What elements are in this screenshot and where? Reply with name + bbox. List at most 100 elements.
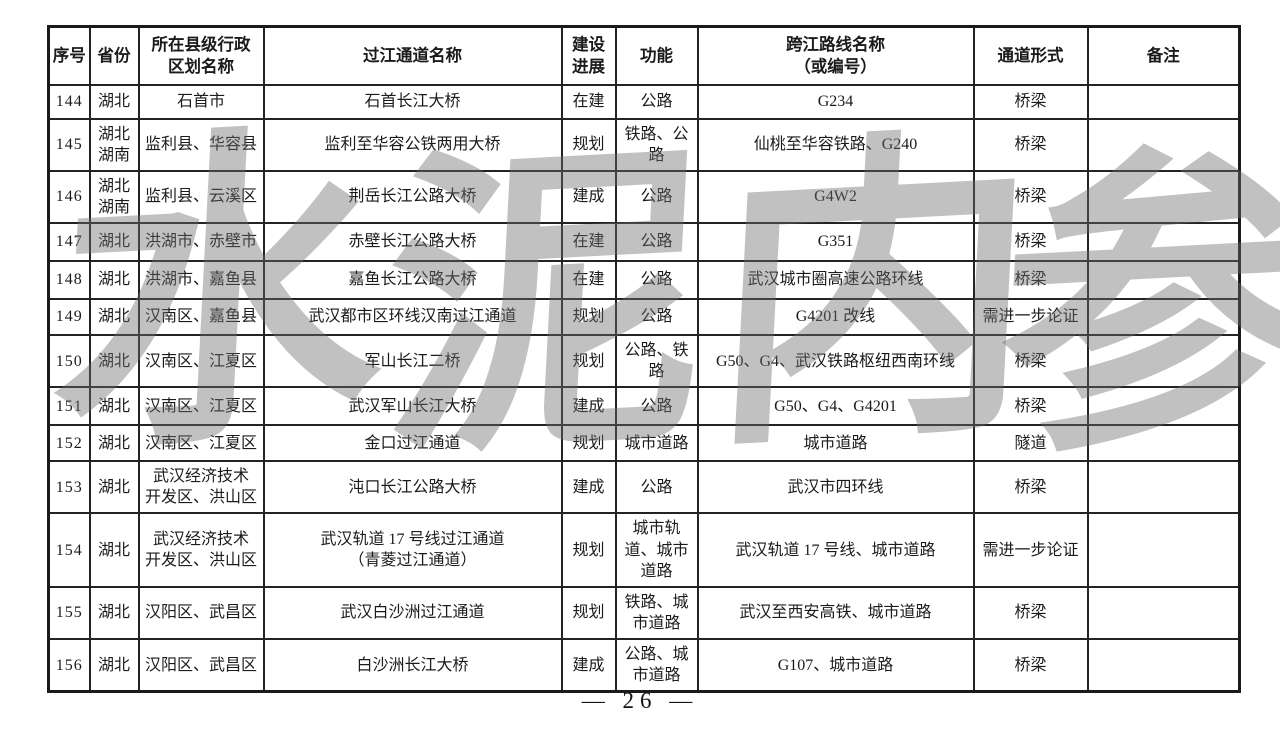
cell-progress: 建成 <box>560 386 617 427</box>
cell-province: 湖北 <box>88 424 140 463</box>
cell-progress: 规划 <box>560 424 617 463</box>
cell-function: 城市轨道、城市道路 <box>614 512 699 588</box>
cell-note <box>1086 297 1241 336</box>
cell-form: 桥梁 <box>972 169 1089 224</box>
col-header-progress: 建设进展 <box>560 25 617 86</box>
cell-name: 沌口长江公路大桥 <box>262 460 563 515</box>
cell-no: 150 <box>47 333 91 389</box>
cell-note <box>1086 460 1241 515</box>
table-row: 156 湖北 汉阳区、武昌区 白沙洲长江大桥 建成 公路、城市道路 G107、城市道路 桥梁 <box>47 637 1241 693</box>
cell-form: 隧道 <box>972 424 1089 463</box>
cell-form: 桥梁 <box>972 259 1089 300</box>
cell-note <box>1086 512 1241 588</box>
cell-province: 湖北 <box>88 637 140 693</box>
page-number: — 26 — <box>581 688 699 713</box>
cell-name: 武汉白沙洲过江通道 <box>262 585 563 640</box>
cell-note <box>1086 585 1241 640</box>
table-row: 154 湖北 武汉经济技术 开发区、洪山区 武汉轨道 17 号线过江通道 （青菱过江通… <box>47 512 1241 588</box>
cell-progress: 建成 <box>560 460 617 515</box>
cell-function: 公路 <box>614 83 699 120</box>
col-header-name: 过江通道名称 <box>262 25 563 86</box>
cell-county: 监利县、云溪区 <box>137 169 265 224</box>
col-header-note: 备注 <box>1086 25 1241 86</box>
cell-county: 洪湖市、赤壁市 <box>137 221 265 262</box>
col-header-form: 通道形式 <box>972 25 1089 86</box>
cell-no: 151 <box>47 386 91 427</box>
cell-form: 桥梁 <box>972 460 1089 515</box>
cell-route: 武汉城市圈高速公路环线 <box>696 259 975 300</box>
cell-route: 城市道路 <box>696 424 975 463</box>
table-row: 145 湖北 湖南 监利县、华容县 监利至华容公铁两用大桥 规划 铁路、公路 仙桃至华容铁路… <box>47 117 1241 172</box>
cell-name: 赤壁长江公路大桥 <box>262 221 563 262</box>
cell-county: 武汉经济技术 开发区、洪山区 <box>137 512 265 588</box>
cell-form: 桥梁 <box>972 117 1089 172</box>
cell-function: 铁路、城市道路 <box>614 585 699 640</box>
col-header-province: 省份 <box>88 25 140 86</box>
cell-name: 武汉轨道 17 号线过江通道 （青菱过江通道） <box>262 512 563 588</box>
cell-no: 154 <box>47 512 91 588</box>
cell-province: 湖北 <box>88 585 140 640</box>
cell-route: G4W2 <box>696 169 975 224</box>
cell-progress: 建成 <box>560 637 617 693</box>
cell-function: 城市道路 <box>614 424 699 463</box>
cell-function: 公路 <box>614 460 699 515</box>
cell-route: 武汉市四环线 <box>696 460 975 515</box>
cell-progress: 在建 <box>560 259 617 300</box>
cell-progress: 规划 <box>560 117 617 172</box>
cell-progress: 规划 <box>560 585 617 640</box>
cell-name: 监利至华容公铁两用大桥 <box>262 117 563 172</box>
cell-name: 金口过江通道 <box>262 424 563 463</box>
table-header-row: 序号 省份 所在县级行政 区划名称 过江通道名称 建设进展 功能 跨江路线名称 （或编号）通… <box>47 25 1241 86</box>
cell-route: G4201 改线 <box>696 297 975 336</box>
cell-note <box>1086 386 1241 427</box>
cell-province: 湖北 <box>88 221 140 262</box>
table-row: 147 湖北 洪湖市、赤壁市 赤壁长江公路大桥 在建 公路 G351 桥梁 <box>47 221 1241 262</box>
cell-function: 公路 <box>614 221 699 262</box>
cell-route: 武汉至西安高铁、城市道路 <box>696 585 975 640</box>
cell-province: 湖北 湖南 <box>88 117 140 172</box>
col-header-county: 所在县级行政 区划名称 <box>137 25 265 86</box>
cell-name: 石首长江大桥 <box>262 83 563 120</box>
cell-province: 湖北 <box>88 460 140 515</box>
cell-no: 155 <box>47 585 91 640</box>
cell-note <box>1086 259 1241 300</box>
cell-name: 武汉军山长江大桥 <box>262 386 563 427</box>
cell-form: 桥梁 <box>972 333 1089 389</box>
river-crossing-table: 序号 省份 所在县级行政 区划名称 过江通道名称 建设进展 功能 跨江路线名称 （或编号）通… <box>47 25 1241 694</box>
cell-county: 汉南区、江夏区 <box>137 386 265 427</box>
table-row: 146 湖北 湖南 监利县、云溪区 荆岳长江公路大桥 建成 公路 G4W2 桥梁 <box>47 169 1241 224</box>
cell-route: G234 <box>696 83 975 120</box>
table-body: 144 湖北 石首市 石首长江大桥 在建 公路 G234 桥梁 145 湖北 湖南 监利县、华容县监… <box>47 83 1241 693</box>
cell-note <box>1086 333 1241 389</box>
cell-county: 洪湖市、嘉鱼县 <box>137 259 265 300</box>
table-row: 144 湖北 石首市 石首长江大桥 在建 公路 G234 桥梁 <box>47 83 1241 120</box>
cell-name: 嘉鱼长江公路大桥 <box>262 259 563 300</box>
cell-note <box>1086 83 1241 120</box>
cell-no: 153 <box>47 460 91 515</box>
cell-note <box>1086 117 1241 172</box>
cell-no: 156 <box>47 637 91 693</box>
cell-form: 桥梁 <box>972 221 1089 262</box>
col-header-route: 跨江路线名称 （或编号） <box>696 25 975 86</box>
cell-progress: 规划 <box>560 512 617 588</box>
cell-form: 需进一步论证 <box>972 297 1089 336</box>
cell-progress: 在建 <box>560 83 617 120</box>
cell-function: 公路 <box>614 169 699 224</box>
cell-name: 军山长江二桥 <box>262 333 563 389</box>
cell-form: 桥梁 <box>972 585 1089 640</box>
cell-progress: 规划 <box>560 333 617 389</box>
cell-county: 石首市 <box>137 83 265 120</box>
cell-note <box>1086 637 1241 693</box>
table-row: 155 湖北 汉阳区、武昌区 武汉白沙洲过江通道 规划 铁路、城市道路 武汉至西安高铁、城市… <box>47 585 1241 640</box>
cell-route: 武汉轨道 17 号线、城市道路 <box>696 512 975 588</box>
cell-name: 武汉都市区环线汉南过江通道 <box>262 297 563 336</box>
cell-province: 湖北 <box>88 259 140 300</box>
cell-province: 湖北 <box>88 83 140 120</box>
cell-route: G50、G4、G4201 <box>696 386 975 427</box>
cell-function: 公路 <box>614 297 699 336</box>
cell-province: 湖北 <box>88 297 140 336</box>
cell-name: 白沙洲长江大桥 <box>262 637 563 693</box>
cell-no: 148 <box>47 259 91 300</box>
cell-route: G351 <box>696 221 975 262</box>
